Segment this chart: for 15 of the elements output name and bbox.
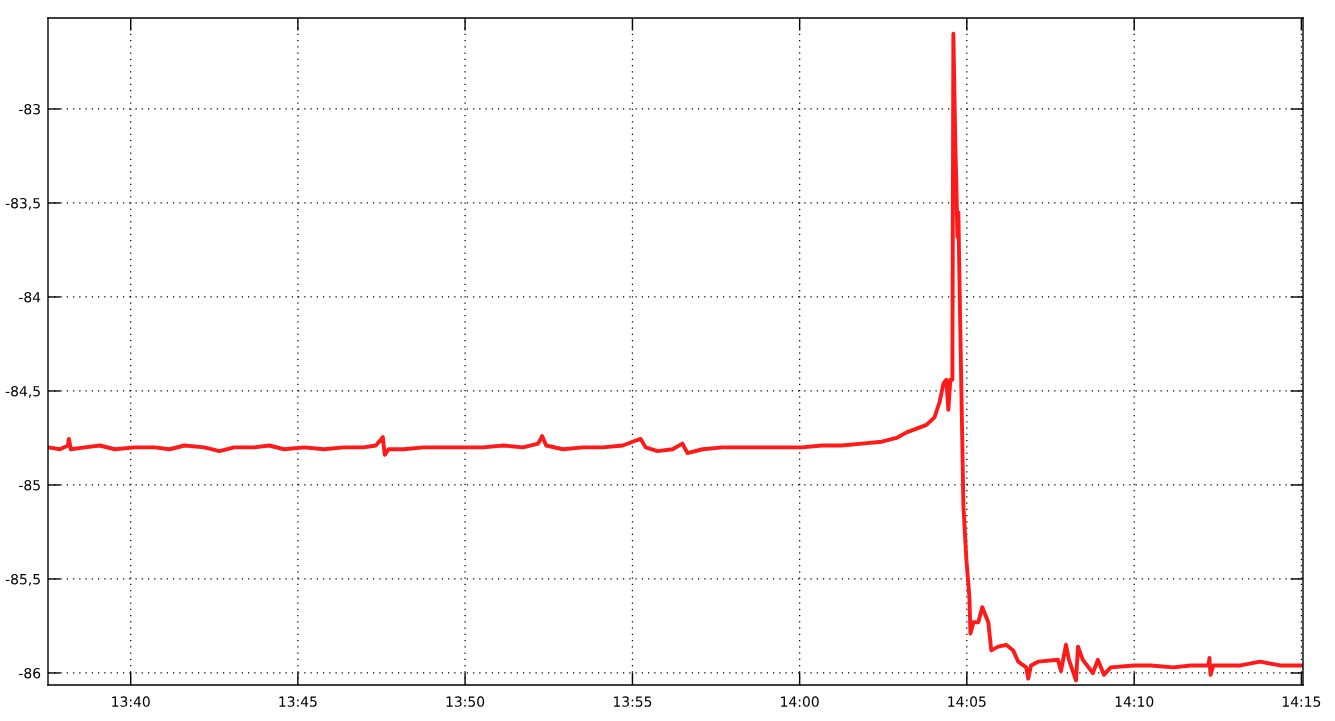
y-tick-label: -85 [19, 479, 40, 491]
x-tick-label: 13:45 [279, 696, 317, 707]
y-tick-label: -85,5 [5, 573, 40, 586]
y-tick-label: -83,5 [5, 197, 40, 210]
x-tick-label: 13:55 [613, 696, 652, 707]
x-tick-label: 14:15 [1282, 696, 1321, 707]
y-tick-label: -83 [19, 103, 40, 115]
x-tick-label: 13:40 [112, 696, 150, 707]
x-tick-label: 13:50 [446, 696, 485, 707]
x-tick-label: 14:05 [948, 696, 986, 707]
x-tick-label: 14:00 [781, 696, 819, 707]
y-tick-label: -86 [19, 667, 41, 679]
y-tick-label: -84 [19, 291, 41, 303]
x-tick-label: 14:10 [1115, 696, 1154, 707]
y-tick-label: -84,5 [5, 385, 40, 398]
